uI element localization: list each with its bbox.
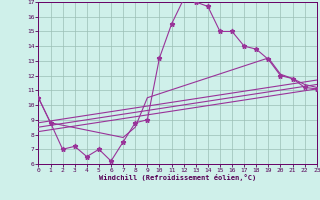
X-axis label: Windchill (Refroidissement éolien,°C): Windchill (Refroidissement éolien,°C) (99, 174, 256, 181)
